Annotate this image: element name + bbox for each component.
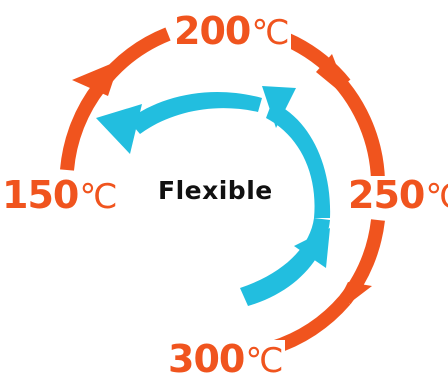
swirl-arrowhead-top-left (96, 104, 142, 154)
swirl-band-bottom (240, 218, 330, 306)
outer-arrowheads (72, 54, 372, 318)
swirl-band-right (266, 102, 331, 218)
outer-arrowhead-right (316, 54, 350, 100)
temp-label-150: 150℃ (0, 176, 119, 214)
swirl-arrowhead-right-top (262, 86, 296, 128)
center-label: Flexible (158, 176, 273, 205)
outer-arrowhead-bottom (330, 282, 372, 318)
swirl-arrowhead-bottom (294, 228, 330, 268)
temp-label-200: 200℃ (172, 12, 291, 50)
temp-200-value: 200 (174, 9, 251, 53)
temp-300-value: 300 (168, 337, 245, 381)
inner-swirl (96, 86, 331, 306)
temp-250-unit: ℃ (425, 177, 448, 217)
outer-arc-left (60, 81, 106, 171)
temp-150-unit: ℃ (79, 177, 117, 217)
temp-200-unit: ℃ (251, 13, 289, 53)
temp-label-300: 300℃ (166, 340, 285, 378)
outer-arrowhead-left (72, 60, 120, 96)
temp-label-250: 250℃ (346, 176, 448, 214)
swirl-band-top (128, 92, 262, 134)
temp-150-value: 150 (2, 173, 79, 217)
temp-300-unit: ℃ (245, 341, 283, 381)
temp-250-value: 250 (348, 173, 425, 217)
